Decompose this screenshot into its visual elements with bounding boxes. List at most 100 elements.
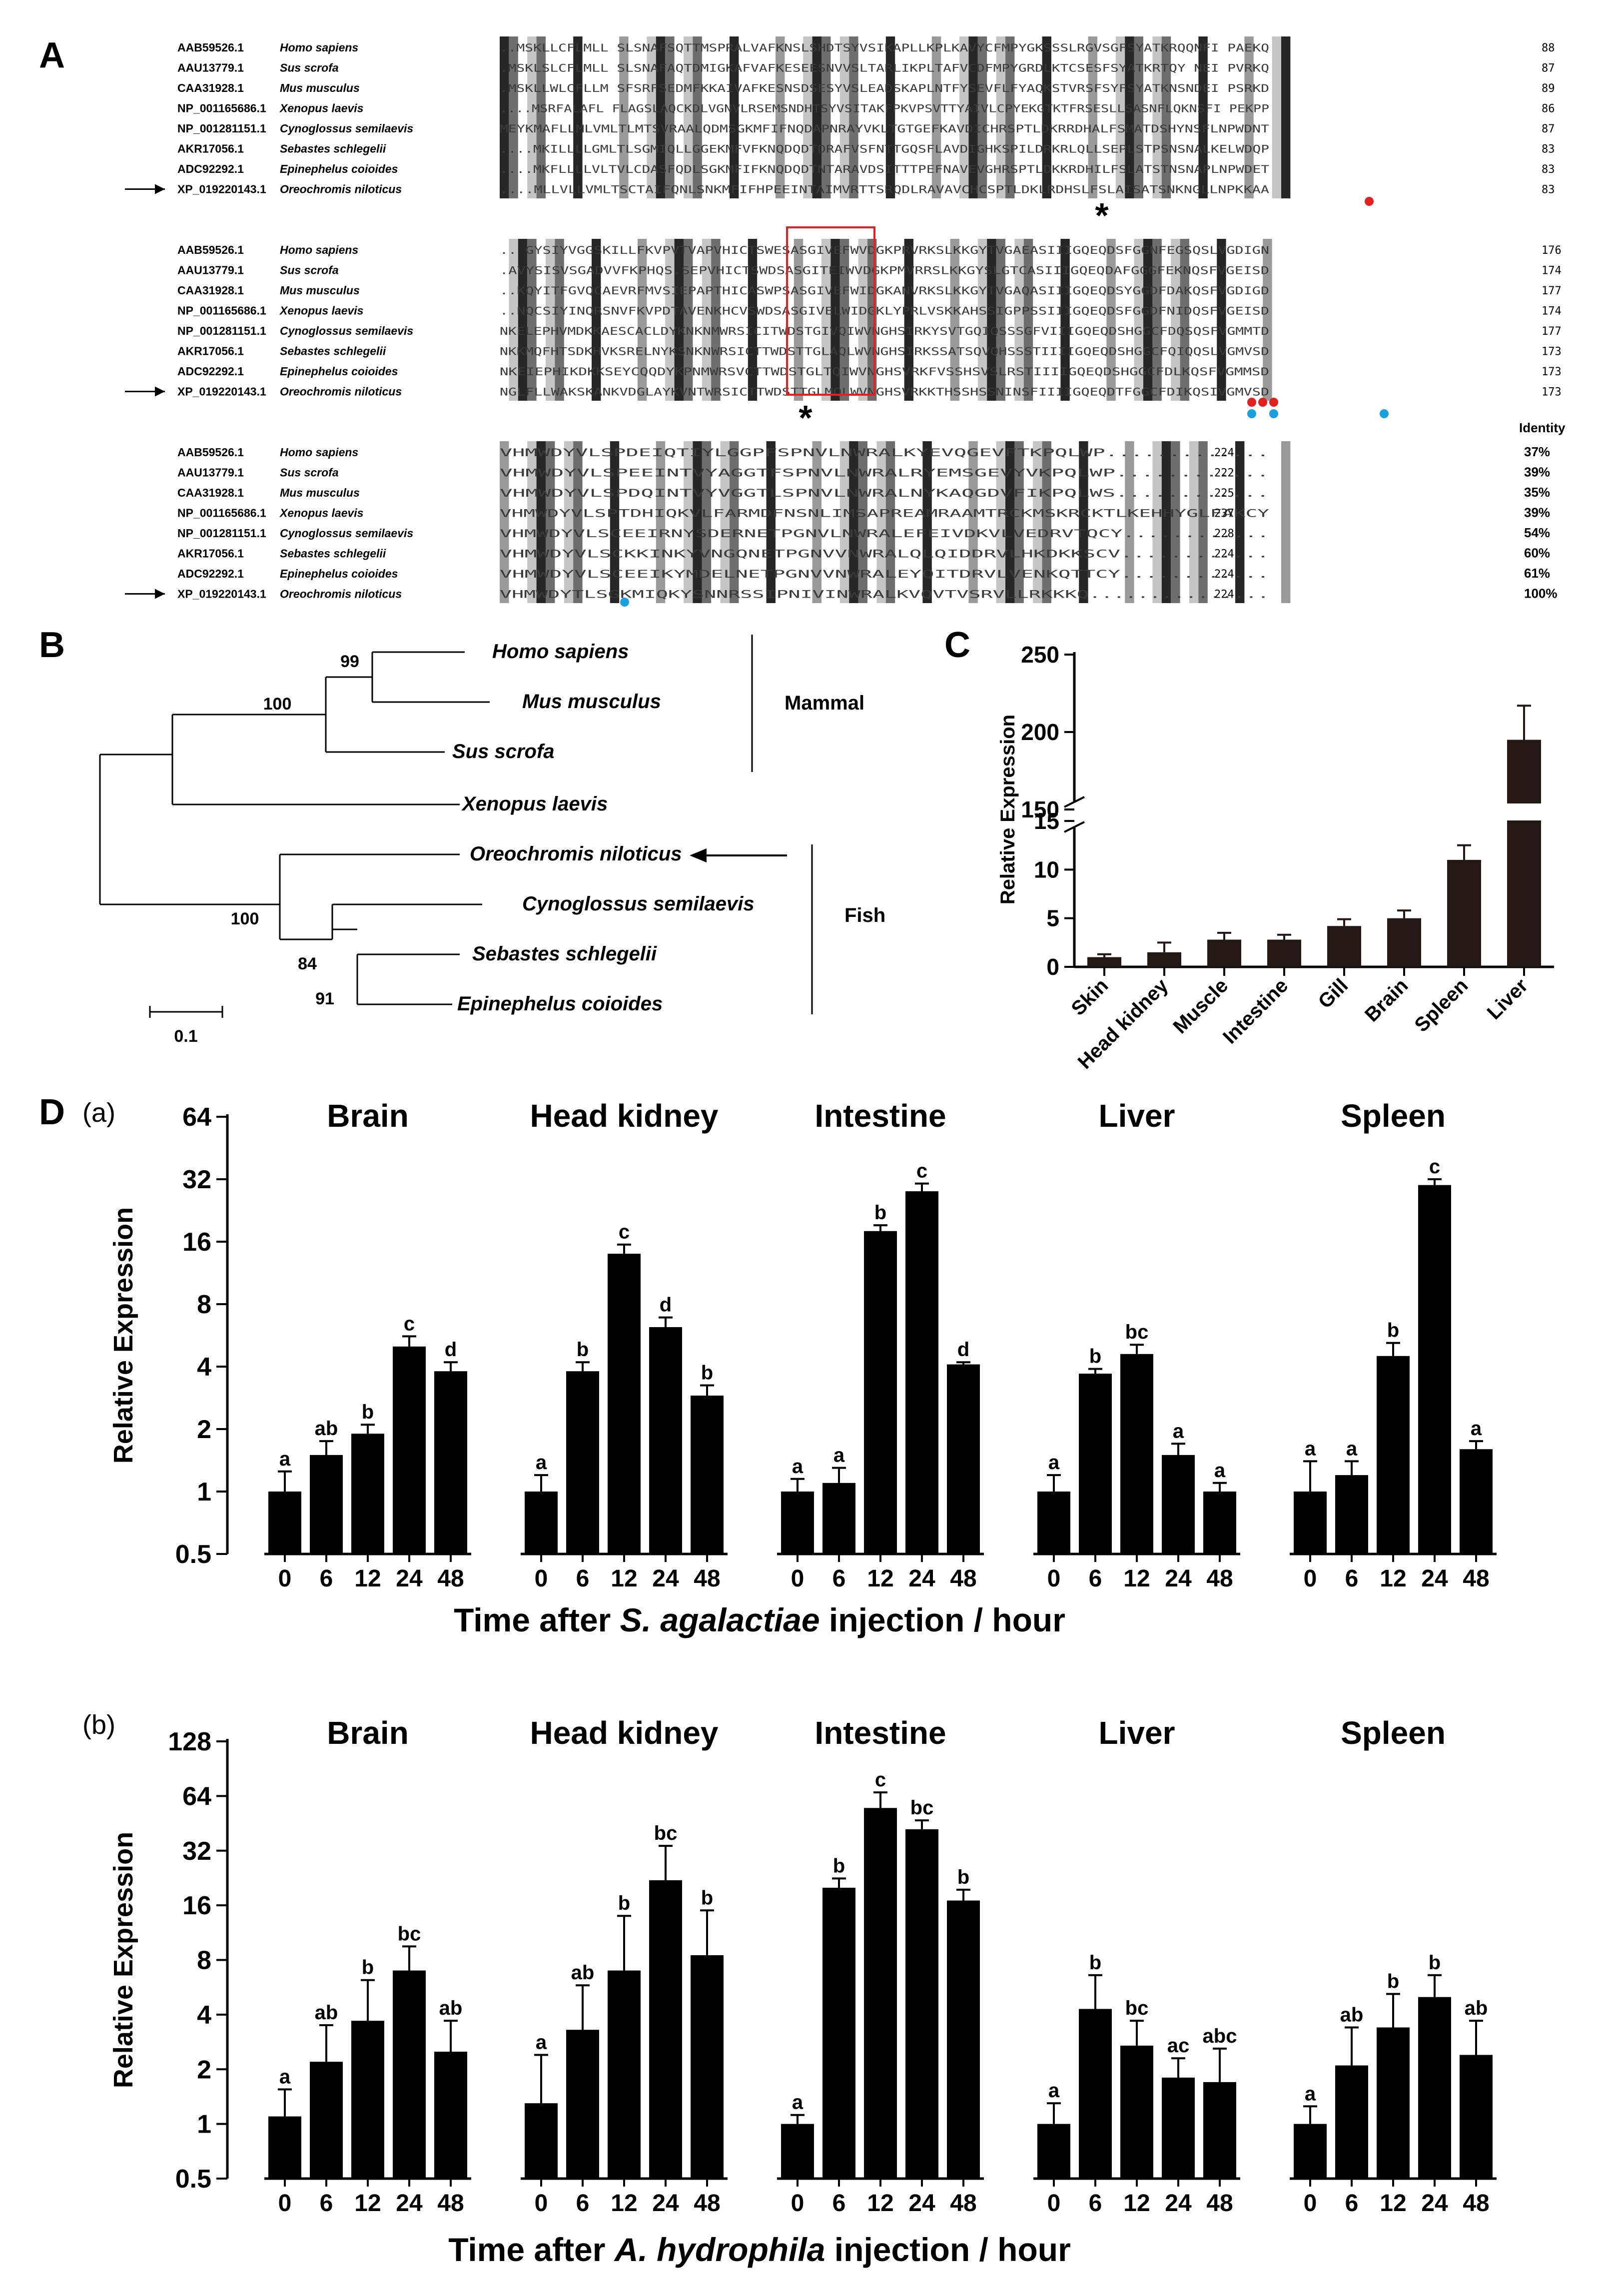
alignment-shade: [1014, 441, 1024, 603]
bar: [649, 1327, 682, 1554]
y-tick-label: 32: [182, 1837, 211, 1866]
residue-count: 87: [1542, 123, 1555, 135]
bar: [905, 1829, 938, 2179]
bar: [1162, 1455, 1195, 1554]
significance-letter: bc: [1125, 1321, 1149, 1343]
alignment-shade: [1152, 441, 1162, 603]
significance-letter: ab: [315, 2002, 338, 2024]
species-label: Homo sapiens: [280, 41, 358, 54]
y-tick-label: 128: [168, 1727, 211, 1756]
bar: [566, 2030, 599, 2179]
accession-label: ADC92292.1: [177, 162, 244, 175]
alignment-shade: [849, 441, 858, 603]
group-title: Head kidney: [530, 1098, 718, 1134]
alignment-shade: [1125, 36, 1134, 198]
significance-letter: b: [1089, 1346, 1101, 1368]
accession-label: NP_001281151.1: [177, 527, 266, 540]
accession-label: AKR17056.1: [177, 142, 244, 155]
residue-count: 173: [1542, 346, 1562, 358]
x-tick-label: 6: [832, 1565, 846, 1592]
significance-letter: b: [1089, 1952, 1101, 1974]
species-label: Mus musculus: [280, 486, 360, 499]
bar: [434, 2052, 467, 2179]
species-label: Xenopus laevis: [279, 507, 363, 520]
arrow-head: [690, 848, 707, 862]
y-tick-label: 16: [182, 1228, 211, 1257]
residue-count: 224: [1214, 589, 1234, 601]
x-tick-label: 6: [1345, 1565, 1359, 1592]
bar: [864, 1808, 897, 2179]
bar: [1335, 1475, 1368, 1554]
significance-letter: a: [1214, 1460, 1226, 1482]
alignment-shade: [776, 36, 785, 198]
bar: [1087, 957, 1121, 967]
panel-letter-b: B: [39, 625, 65, 665]
residue-count: 174: [1542, 265, 1562, 277]
x-tick-label: 12: [867, 2190, 893, 2217]
alignment-shade: [1161, 441, 1171, 603]
species-label: Sebastes schlegelii: [280, 547, 386, 560]
alignment-shade: [821, 239, 831, 401]
identity-value: 54%: [1524, 525, 1550, 540]
alignment-shade: [1171, 441, 1180, 603]
x-tick-label: 12: [1380, 2190, 1406, 2217]
species-label: Mus musculus: [280, 284, 360, 297]
group-title: Brain: [327, 1715, 409, 1751]
significance-letter: a: [1346, 1438, 1358, 1460]
species-label: Sus scrofa: [280, 61, 339, 74]
alignment-shade: [803, 36, 812, 198]
species-label: Xenopus laevis: [279, 102, 363, 115]
species-label: Oreochromis niloticus: [280, 183, 402, 196]
sequence-text: .MSKLLWLCFLLM SFSRFSEDMFKKAIVAFKESNSDSES…: [500, 82, 1269, 94]
residue-count: 83: [1542, 143, 1555, 156]
x-tick-label: 6: [1089, 1565, 1102, 1592]
arrow-head: [155, 589, 165, 599]
alignment-shade: [858, 239, 867, 401]
residue-count: 83: [1542, 163, 1555, 176]
alignment-shade: [711, 239, 721, 401]
alignment-shade: [1042, 36, 1051, 198]
alignment-shade: [1152, 36, 1162, 198]
alignment-shade: [766, 441, 776, 603]
residue-count: 177: [1542, 325, 1562, 338]
y-tick-label: 0.5: [175, 1540, 211, 1569]
x-tick-label: 0: [278, 1565, 292, 1592]
alignment-shade: [1042, 441, 1051, 603]
alignment-shade: [1272, 36, 1281, 198]
alignment-shade: [730, 36, 739, 198]
bootstrap-value: 100: [263, 695, 292, 714]
alignment-shade: [839, 239, 849, 401]
y-axis-label: Relative Expression: [997, 715, 1019, 904]
alignment-shade: [885, 441, 895, 603]
significance-letter: b: [1387, 1970, 1399, 1992]
bar: [1418, 1185, 1451, 1554]
accession-label: AKR17056.1: [177, 547, 244, 560]
residue-count: 224: [1214, 548, 1234, 561]
x-tick-label: 48: [437, 1565, 464, 1592]
sequence-text: VHMWDYVLSCEEIRNYSDERNETPGNVLNWRALEFEIVDK…: [500, 528, 1269, 540]
alignment-shade: [1180, 239, 1189, 401]
bar: [268, 1492, 301, 1554]
significance-letter: a: [1048, 1452, 1060, 1474]
alignment-shade: [977, 36, 987, 198]
bar: [1037, 1492, 1070, 1554]
accession-label: NP_001165686.1: [177, 304, 266, 317]
alignment-shade: [1115, 36, 1125, 198]
residue-count: 86: [1542, 103, 1555, 115]
significance-letter: a: [1305, 2083, 1316, 2105]
accession-label: AAB59526.1: [177, 41, 244, 54]
panel-sub-a: (a): [82, 1098, 115, 1128]
residue-count: 237: [1214, 508, 1234, 520]
species-label: Homo sapiens: [280, 446, 358, 459]
x-tick-label: 6: [832, 2190, 846, 2217]
x-tick-label: 48: [950, 1565, 976, 1592]
alignment-shade: [996, 36, 1005, 198]
alignment-shade: [1134, 36, 1143, 198]
x-tick-label: 6: [1345, 2190, 1359, 2217]
alignment-shade: [1198, 36, 1208, 198]
accession-label: ADC92292.1: [177, 365, 244, 378]
alignment-shade: [674, 239, 684, 401]
sequence-text: VHMWDYVLSPEEINTVYAGGTFSPNVLNWRALRYEMSGEV…: [500, 467, 1269, 479]
